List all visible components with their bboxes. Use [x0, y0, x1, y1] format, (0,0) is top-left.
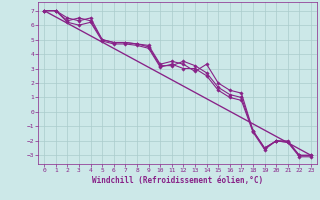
X-axis label: Windchill (Refroidissement éolien,°C): Windchill (Refroidissement éolien,°C): [92, 176, 263, 185]
